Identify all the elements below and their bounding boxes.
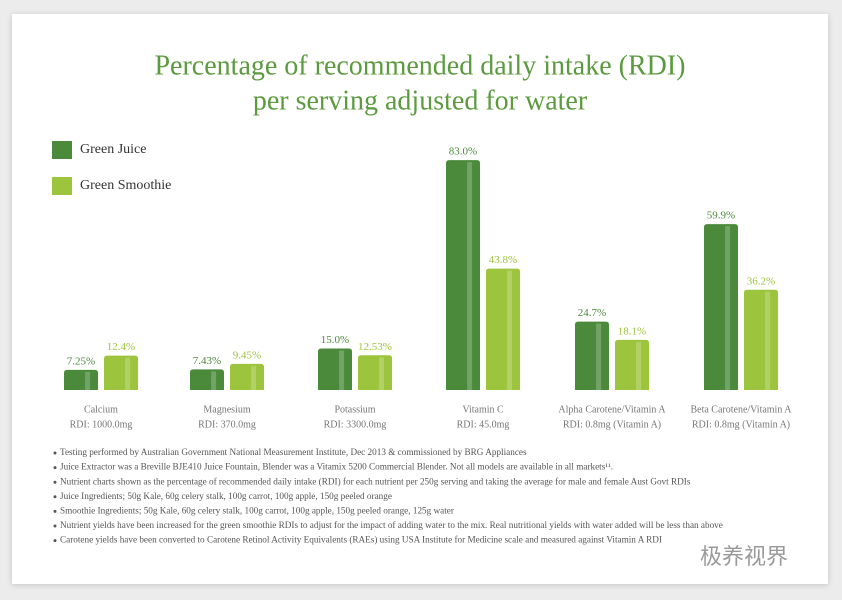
- footnote: Juice Extractor was a Breville BJE410 Ju…: [60, 462, 613, 472]
- x-tick-label: Magnesium: [203, 404, 250, 415]
- x-tick-label: Vitamin C: [462, 404, 504, 415]
- legend-swatch: [52, 177, 72, 195]
- bar: [615, 339, 649, 390]
- x-tick-note: RDI: 45.0mg: [457, 419, 510, 430]
- bullet: [53, 480, 57, 484]
- bar-highlight: [725, 226, 731, 390]
- bullet: [53, 495, 57, 499]
- chart-title: Percentage of recommended daily intake (…: [154, 50, 685, 81]
- footnote: Testing performed by Australian Governme…: [60, 447, 527, 457]
- x-tick-note: RDI: 0.8mg (Vitamin A): [563, 419, 661, 430]
- x-tick-label: Alpha Carotene/Vitamin A: [558, 404, 666, 415]
- x-tick-note: RDI: 0.8mg (Vitamin A): [692, 419, 790, 430]
- value-label: 24.7%: [578, 307, 606, 319]
- footnote: Nutrient yields have been increased for …: [60, 520, 723, 530]
- x-tick-note: RDI: 3300.0mg: [324, 419, 387, 430]
- bar: [190, 369, 224, 390]
- x-tick-label: Beta Carotene/Vitamin A: [690, 404, 792, 415]
- bar: [486, 268, 520, 390]
- bar: [446, 160, 480, 390]
- value-label: 7.25%: [67, 355, 95, 367]
- bullet: [53, 539, 57, 543]
- footnote: Juice Ingredients; 50g Kale, 60g celery …: [60, 491, 392, 501]
- bar-highlight: [636, 341, 642, 390]
- bar: [358, 355, 392, 390]
- watermark: 极养视界: [700, 545, 788, 570]
- value-label: 83.0%: [449, 146, 477, 158]
- chart-title: per serving adjusted for water: [253, 85, 588, 116]
- bar-highlight: [596, 323, 602, 390]
- bullet: [53, 466, 57, 470]
- bar-highlight: [85, 371, 91, 390]
- value-label: 15.0%: [321, 334, 349, 346]
- x-tick-note: RDI: 1000.0mg: [70, 419, 133, 430]
- bar: [575, 321, 609, 390]
- bar: [318, 348, 352, 390]
- bullet: [53, 509, 57, 513]
- footnote: Nutrient charts shown as the percentage …: [60, 476, 691, 486]
- legend-swatch: [52, 141, 72, 159]
- bar: [704, 224, 738, 390]
- bullet: [53, 524, 57, 528]
- bar-highlight: [211, 371, 217, 390]
- value-label: 12.4%: [107, 341, 135, 353]
- value-label: 7.43%: [193, 355, 221, 367]
- value-label: 59.9%: [707, 210, 735, 222]
- x-tick-label: Potassium: [334, 404, 375, 415]
- bar-highlight: [339, 350, 345, 390]
- bar-highlight: [507, 270, 513, 390]
- bar-highlight: [251, 365, 257, 390]
- footnote: Smoothie Ingredients; 50g Kale, 60g cele…: [60, 506, 454, 516]
- bar-highlight: [379, 357, 385, 390]
- x-tick-note: RDI: 370.0mg: [198, 419, 256, 430]
- legend-label: Green Juice: [80, 142, 146, 157]
- value-label: 36.2%: [747, 275, 775, 287]
- value-label: 43.8%: [489, 254, 517, 266]
- card: [12, 14, 828, 584]
- bar-highlight: [125, 357, 131, 390]
- legend-label: Green Smoothie: [80, 178, 171, 193]
- bullet: [53, 451, 57, 455]
- bar: [744, 289, 778, 390]
- bar: [64, 369, 98, 390]
- bar-highlight: [467, 162, 473, 390]
- footnote: Carotene yields have been converted to C…: [60, 535, 662, 545]
- bar: [230, 363, 264, 390]
- x-tick-label: Calcium: [84, 404, 118, 415]
- value-label: 9.45%: [233, 349, 261, 361]
- value-label: 18.1%: [618, 325, 646, 337]
- value-label: 12.53%: [358, 341, 392, 353]
- bar: [104, 355, 138, 390]
- bar-highlight: [765, 291, 771, 390]
